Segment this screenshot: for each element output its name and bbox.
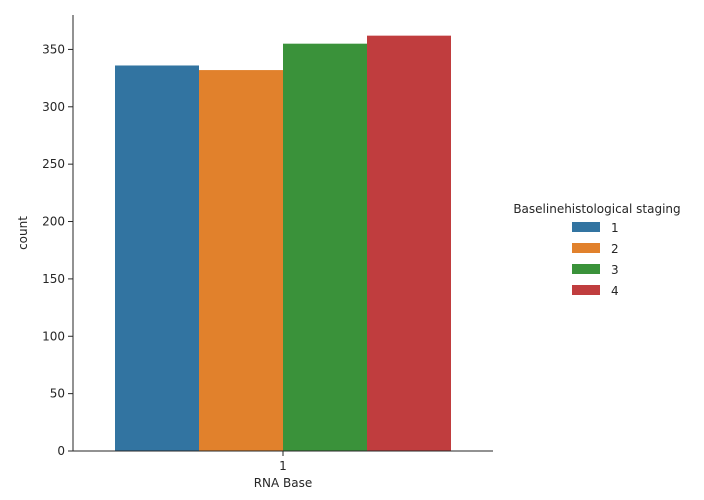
legend-swatch-3	[572, 264, 600, 274]
bar-series-4	[367, 35, 451, 452]
bar-series-3	[283, 43, 367, 452]
y-tick-label: 350	[42, 42, 65, 56]
y-axis: 0 50 100 150 200 250 300 350	[42, 15, 74, 458]
y-tick-label: 50	[50, 387, 65, 401]
y-tick-label: 0	[57, 444, 65, 458]
legend-swatch-1	[572, 222, 600, 232]
bar-series-1	[115, 65, 199, 452]
legend-swatch-2	[572, 243, 600, 253]
legend: Baselinehistological staging 1 2 3 4	[513, 202, 680, 298]
x-axis-label: RNA Base	[254, 476, 313, 490]
y-tick-label: 200	[42, 215, 65, 229]
legend-label-4: 4	[611, 284, 619, 298]
legend-title: Baselinehistological staging	[513, 202, 680, 216]
y-tick-label: 250	[42, 157, 65, 171]
legend-label-3: 3	[611, 263, 619, 277]
legend-label-1: 1	[611, 221, 619, 235]
bar-series-2	[199, 70, 283, 452]
legend-label-2: 2	[611, 242, 619, 256]
y-tick-label: 150	[42, 272, 65, 286]
bars-group	[115, 35, 451, 452]
y-tick-label: 300	[42, 100, 65, 114]
y-tick-label: 100	[42, 329, 65, 343]
x-axis: 1	[73, 450, 493, 473]
x-tick-label: 1	[279, 459, 287, 473]
y-axis-label: count	[16, 216, 30, 250]
legend-swatch-4	[572, 285, 600, 295]
